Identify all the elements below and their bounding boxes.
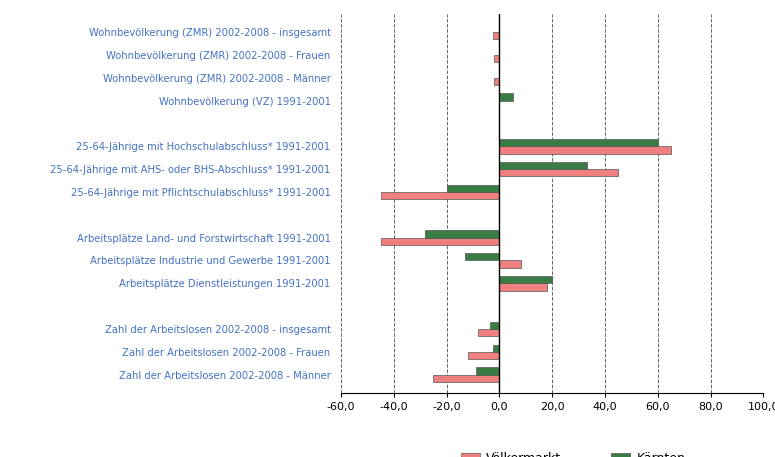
Bar bbox=[467, 352, 499, 359]
Bar bbox=[499, 283, 547, 291]
Bar bbox=[478, 329, 499, 336]
Bar bbox=[381, 192, 499, 199]
Bar bbox=[499, 260, 521, 268]
Bar bbox=[494, 78, 499, 85]
Legend: Völkermarkt, Kärnten: Völkermarkt, Kärnten bbox=[456, 447, 691, 457]
Bar bbox=[499, 93, 512, 101]
Bar bbox=[499, 146, 671, 154]
Bar bbox=[425, 230, 499, 238]
Bar bbox=[499, 169, 618, 176]
Bar bbox=[493, 345, 499, 352]
Bar bbox=[490, 322, 499, 329]
Bar bbox=[381, 238, 499, 245]
Bar bbox=[499, 276, 552, 283]
Bar bbox=[499, 162, 587, 169]
Bar bbox=[465, 253, 499, 260]
Bar bbox=[476, 367, 499, 375]
Bar bbox=[493, 32, 499, 39]
Bar bbox=[494, 55, 499, 62]
Bar bbox=[446, 185, 499, 192]
Bar bbox=[433, 375, 499, 382]
Bar bbox=[499, 139, 658, 146]
